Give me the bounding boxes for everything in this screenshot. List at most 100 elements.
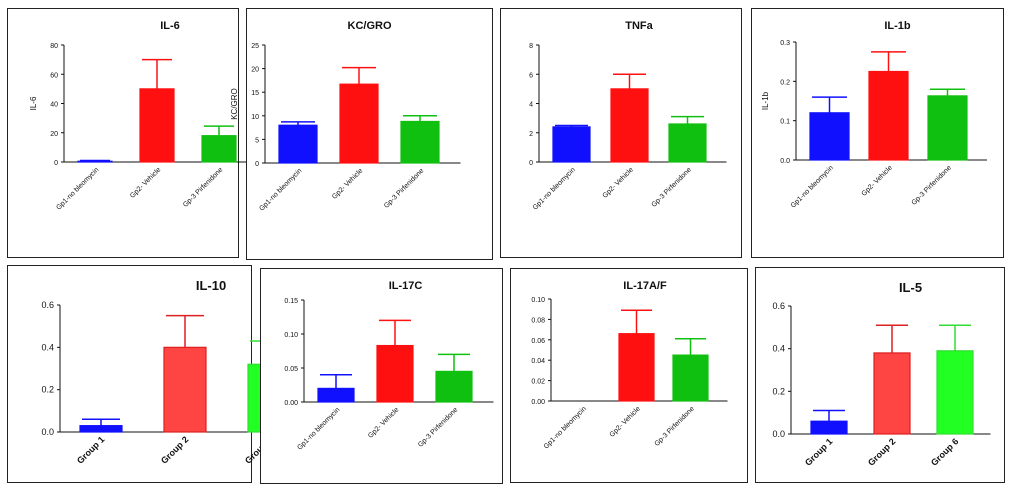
- y-tick-label: 0.2: [780, 79, 790, 86]
- chart-svg: TNFa 0 2 4 6 8 Gp1-no bleomycin Gp2- Vehicle Gp-…: [529, 20, 727, 212]
- y-axis-label: KC/GRO: [230, 88, 239, 120]
- category-label: Gp2- Vehicle: [602, 166, 635, 199]
- bar: [435, 370, 473, 403]
- chart-title: IL-17C: [389, 280, 423, 292]
- y-tick-label: 0.0: [41, 427, 54, 437]
- y-axis-label: IL-6: [29, 96, 38, 110]
- y-tick-label: 0.3: [780, 40, 790, 47]
- chart-title: TNFa: [625, 20, 653, 32]
- y-tick-label: 0.00: [531, 399, 545, 406]
- y-tick-label: 8: [529, 43, 533, 50]
- y-tick-label: 6: [529, 72, 533, 79]
- y-tick-label: 0.10: [284, 332, 298, 339]
- y-tick-label: 10: [251, 114, 259, 121]
- category-label: Group 1: [803, 436, 834, 467]
- chart-title: IL-6: [160, 20, 180, 32]
- y-tick-label: 5: [255, 137, 259, 144]
- y-tick-label: 0.2: [772, 386, 785, 396]
- y-tick-label: 0.08: [531, 317, 545, 324]
- chart-svg: IL-17A/F 0.00 0.02 0.04 0.06 0.08 0.10 Gp1-no b…: [531, 280, 728, 451]
- bar: [400, 120, 440, 164]
- category-label: Gp2- Vehicle: [367, 406, 400, 439]
- category-label: Gp1-no bleomycin: [55, 166, 100, 211]
- category-label: Gp2- Vehicle: [331, 167, 364, 200]
- y-tick-label: 0.4: [772, 344, 785, 354]
- bar: [810, 420, 848, 435]
- y-tick-label: 0.06: [531, 338, 545, 345]
- category-label: Group 2: [159, 434, 190, 465]
- y-tick-label: 0.0: [772, 429, 785, 439]
- y-tick-label: 0.0: [780, 158, 790, 165]
- bar: [201, 135, 237, 163]
- y-tick-label: 15: [251, 90, 259, 97]
- chart-panel-il-10: IL-10 0.0 0.2 0.4 0.6 Group 1 Group 2 Group 6: [7, 265, 315, 483]
- chart-title: IL-17A/F: [623, 280, 667, 292]
- category-label: Gp-3 Pirfenidone: [654, 405, 696, 447]
- category-label: Gp1-no bleomycin: [532, 166, 577, 211]
- y-tick-label: 0.15: [284, 298, 298, 305]
- category-label: Gp2- Vehicle: [861, 164, 894, 197]
- bar: [672, 354, 709, 402]
- category-label: Gp-3 Pirfenidone: [417, 406, 459, 448]
- y-tick-label: 0.00: [284, 400, 298, 407]
- y-tick-label: 0: [529, 160, 533, 167]
- chart-title: KC/GRO: [348, 20, 392, 32]
- y-tick-label: 0: [255, 161, 259, 168]
- bar: [618, 333, 655, 402]
- bar: [868, 70, 909, 161]
- y-tick-label: 0.02: [531, 379, 545, 386]
- bar: [552, 126, 591, 163]
- chart-panel-il-1b: IL-1b 0.0 0.1 0.2 0.3 IL-1b Gp1-no bleomycin Gp…: [751, 8, 1004, 258]
- bar: [927, 95, 968, 161]
- category-label: Gp-3 Pirfenidone: [383, 167, 425, 209]
- category-label: Group 2: [866, 436, 897, 467]
- category-label: Gp1-no bleomycin: [296, 406, 341, 451]
- y-tick-label: 0.4: [41, 342, 54, 352]
- y-tick-label: 0.6: [41, 300, 54, 310]
- bar: [809, 112, 850, 161]
- bar: [278, 124, 318, 164]
- y-tick-label: 40: [50, 102, 58, 109]
- y-tick-label: 80: [50, 43, 58, 50]
- category-label: Gp1-no bleomycin: [543, 405, 588, 450]
- chart-panel-kc-gro: KC/GRO 0 5 10 15 20 25 KC/GRO Gp1-no bleomycin Gp…: [230, 8, 493, 260]
- y-tick-label: 0.10: [531, 297, 545, 304]
- category-label: Gp-3 Pirfenidone: [651, 166, 693, 208]
- category-label: Gp1-no bleomycin: [790, 164, 835, 209]
- category-label: Gp-3 Pirfenidone: [911, 164, 953, 206]
- y-tick-label: 0.04: [531, 358, 545, 365]
- chart-svg: IL-1b 0.0 0.1 0.2 0.3 IL-1b Gp1-no bleomycin Gp…: [761, 20, 987, 210]
- y-tick-label: 4: [529, 102, 533, 109]
- bar: [339, 83, 379, 164]
- y-tick-label: 0.6: [772, 301, 785, 311]
- category-label: Gp2- Vehicle: [609, 405, 642, 438]
- category-label: Group 1: [75, 434, 106, 465]
- bar: [873, 352, 911, 435]
- bar: [317, 387, 355, 403]
- category-label: Gp2- Vehicle: [129, 166, 162, 199]
- chart-svg: IL-6 0 20 40 60 80 IL-6 Gp1-no bleomycin Gp2- Ve…: [29, 20, 260, 212]
- bar: [77, 160, 113, 163]
- y-tick-label: 60: [50, 72, 58, 79]
- chart-panel-il-5: IL-5 0.0 0.2 0.4 0.6 Group 1 Group 2 Group 6: [755, 267, 1005, 483]
- y-tick-label: 0.1: [780, 119, 790, 126]
- bar: [936, 350, 974, 435]
- chart-svg: IL-17C 0.00 0.05 0.10 0.15 Gp1-no bleomycin Gp…: [284, 280, 494, 452]
- y-tick-label: 2: [529, 131, 533, 138]
- chart-panel-il-17a-f: IL-17A/F 0.00 0.02 0.04 0.06 0.08 0.10 Gp1-no b…: [510, 268, 748, 483]
- category-label: Gp-3 Pirfenidone: [182, 166, 224, 208]
- category-label: Group 6: [929, 436, 960, 467]
- bar: [376, 344, 414, 403]
- chart-title: IL-5: [899, 280, 922, 295]
- chart-panel-il-17c: IL-17C 0.00 0.05 0.10 0.15 Gp1-no bleomycin Gp…: [260, 268, 503, 484]
- bar: [610, 88, 649, 163]
- chart-title: IL-10: [196, 278, 226, 293]
- bar: [79, 425, 123, 433]
- chart-svg: IL-5 0.0 0.2 0.4 0.6 Group 1 Group 2 Group 6: [772, 280, 991, 468]
- category-label: Gp1-no bleomycin: [258, 167, 303, 212]
- y-tick-label: 25: [251, 43, 259, 50]
- chart-title: IL-1b: [884, 20, 911, 32]
- bar: [668, 123, 707, 163]
- y-tick-label: 20: [251, 67, 259, 74]
- y-tick-label: 0.2: [41, 385, 54, 395]
